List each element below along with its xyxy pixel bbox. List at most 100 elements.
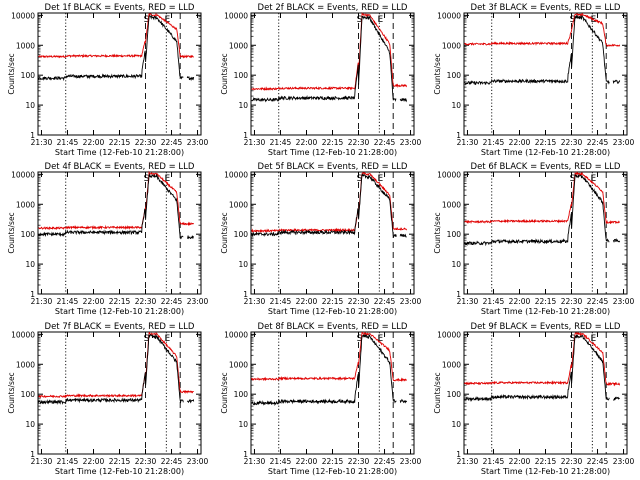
- panel-title: Det 8f BLACK = Events, RED = LLD: [258, 322, 408, 332]
- y-axis-label: Counts/sec: [7, 372, 16, 413]
- x-axis-label: Start Time (12-Feb-10 21:28:00): [268, 148, 397, 157]
- x-axis-label: Start Time (12-Feb-10 21:28:00): [55, 148, 184, 157]
- y-tick-label: 1: [30, 131, 35, 140]
- x-tick-label: 22:30: [561, 457, 583, 466]
- y-tick-label: 1000: [229, 360, 248, 369]
- x-tick-label: 22:15: [535, 297, 557, 306]
- y-tick-label: 100: [447, 230, 462, 239]
- y-tick-label: 1: [456, 450, 461, 459]
- x-tick-label: 23:00: [187, 138, 209, 147]
- chart-panel-det-3: Det 3f BLACK = Events, RED = LLD 1 10 100 10…: [433, 3, 635, 157]
- y-tick-label: 10: [25, 420, 35, 429]
- y-tick-label: 1000: [229, 200, 248, 209]
- y-tick-label: 10000: [224, 11, 248, 20]
- y-tick-label: 10000: [11, 170, 35, 179]
- x-tick-label: 22:45: [587, 457, 609, 466]
- lld-series-line: [464, 171, 620, 225]
- y-tick-label: 10: [451, 260, 461, 269]
- x-tick-label: 23:00: [613, 138, 635, 147]
- x-tick-label: 22:00: [83, 297, 105, 306]
- x-tick-label: 21:45: [483, 457, 505, 466]
- y-tick-label: 1000: [16, 41, 35, 50]
- x-tick-label: 22:15: [322, 457, 344, 466]
- x-tick-label: 23:00: [400, 138, 422, 147]
- x-tick-label: 22:30: [135, 138, 157, 147]
- x-tick-label: 23:00: [187, 457, 209, 466]
- x-tick-label: 21:45: [270, 457, 292, 466]
- lld-series-line: [251, 331, 408, 383]
- x-tick-label: 22:00: [83, 457, 105, 466]
- y-tick-label: 100: [21, 390, 36, 399]
- x-tick-label: 21:30: [244, 457, 266, 466]
- lld-series-line: [38, 13, 194, 59]
- x-tick-label: 22:45: [374, 138, 396, 147]
- event-marker-label: S: [144, 334, 150, 344]
- panel-title: Det 2f BLACK = Events, RED = LLD: [258, 3, 408, 13]
- event-marker-label: S: [357, 15, 363, 25]
- y-tick-label: 10000: [437, 330, 461, 339]
- x-tick-label: 22:15: [109, 138, 131, 147]
- x-tick-label: 22:00: [296, 457, 318, 466]
- x-tick-label: 21:45: [483, 297, 505, 306]
- chart-panel-det-2: Det 2f BLACK = Events, RED = LLD 1 10 100 10…: [220, 3, 422, 157]
- y-tick-label: 100: [447, 71, 462, 80]
- x-tick-label: 22:15: [535, 138, 557, 147]
- panel-title: Det 1f BLACK = Events, RED = LLD: [45, 3, 195, 13]
- x-tick-label: 21:45: [270, 138, 292, 147]
- event-marker-label: S: [357, 174, 363, 184]
- x-tick-label: 21:30: [244, 297, 266, 306]
- events-series-line: [38, 334, 195, 405]
- event-marker-label: S: [570, 334, 576, 344]
- y-tick-label: 1: [243, 131, 248, 140]
- y-axis-label: Counts/sec: [433, 212, 442, 253]
- chart-panel-det-8: Det 8f BLACK = Events, RED = LLD 1 10 100 10…: [220, 322, 422, 476]
- panel-title: Det 9f BLACK = Events, RED = LLD: [471, 322, 621, 332]
- x-tick-label: 22:00: [296, 297, 318, 306]
- event-marker-label: E: [377, 334, 383, 344]
- event-marker-label: S: [570, 174, 576, 184]
- x-tick-label: 21:30: [457, 457, 479, 466]
- events-series-line: [251, 14, 408, 103]
- x-tick-label: 22:45: [587, 138, 609, 147]
- lld-series-line: [464, 12, 621, 48]
- plot-frame: [250, 12, 415, 136]
- chart-panel-det-9: Det 9f BLACK = Events, RED = LLD 1 10 100 10…: [433, 322, 635, 476]
- y-tick-label: 1000: [16, 360, 35, 369]
- x-axis-label: Start Time (12-Feb-10 21:28:00): [55, 307, 184, 316]
- plot-frame: [463, 331, 628, 455]
- y-tick-label: 10: [238, 101, 248, 110]
- x-tick-label: 21:45: [57, 457, 79, 466]
- x-tick-label: 21:45: [483, 138, 505, 147]
- y-tick-label: 10000: [224, 170, 248, 179]
- y-axis-label: Counts/sec: [7, 212, 16, 253]
- plot-frame: [250, 171, 415, 295]
- x-tick-label: 21:30: [31, 457, 53, 466]
- x-tick-label: 22:30: [348, 457, 370, 466]
- y-axis-label: Counts/sec: [433, 372, 442, 413]
- x-tick-label: 21:30: [31, 138, 53, 147]
- y-tick-label: 1000: [442, 360, 461, 369]
- x-tick-label: 22:15: [109, 457, 131, 466]
- event-marker-label: E: [377, 15, 383, 25]
- x-tick-label: 22:30: [135, 297, 157, 306]
- plot-frame: [463, 12, 628, 136]
- chart-panel-det-6: Det 6f BLACK = Events, RED = LLD 1 10 100 10…: [433, 162, 635, 316]
- panel-title: Det 5f BLACK = Events, RED = LLD: [258, 162, 408, 172]
- x-tick-label: 22:30: [135, 457, 157, 466]
- panel-title: Det 7f BLACK = Events, RED = LLD: [45, 322, 195, 332]
- lld-series-line: [38, 331, 194, 399]
- y-axis-label: Counts/sec: [7, 53, 16, 94]
- y-tick-label: 1000: [229, 41, 248, 50]
- x-tick-label: 22:45: [374, 297, 396, 306]
- y-tick-label: 1: [243, 450, 248, 459]
- x-tick-label: 22:00: [509, 457, 531, 466]
- x-tick-label: 21:45: [57, 297, 79, 306]
- plot-frame: [37, 331, 202, 455]
- events-series-line: [251, 173, 407, 238]
- lld-series-line: [464, 331, 621, 387]
- x-tick-label: 22:30: [348, 138, 370, 147]
- y-tick-label: 10000: [437, 170, 461, 179]
- y-tick-label: 10: [25, 101, 35, 110]
- y-tick-label: 100: [234, 230, 249, 239]
